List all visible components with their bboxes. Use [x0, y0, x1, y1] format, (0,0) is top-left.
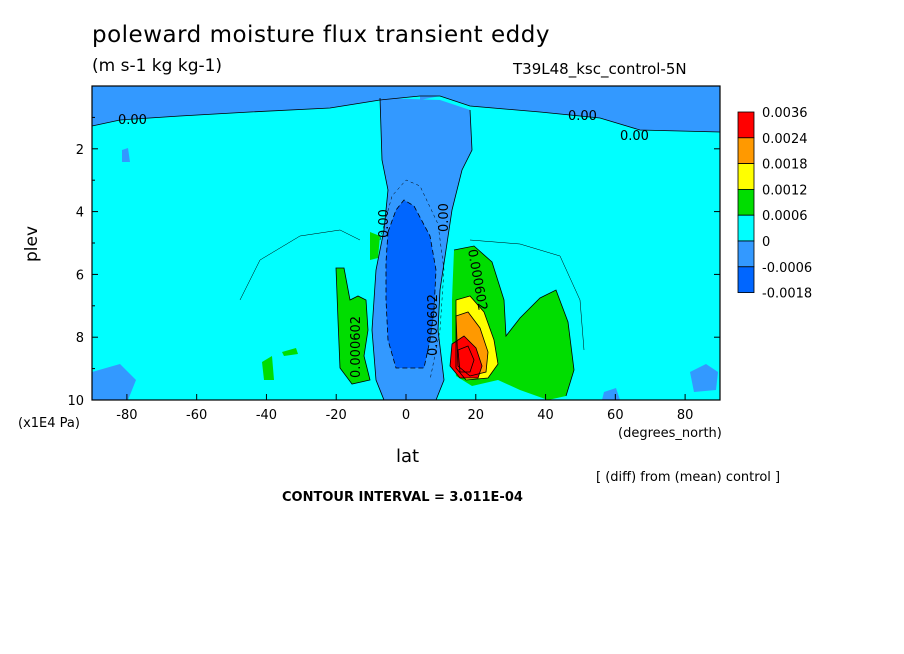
band-positive-south-spot	[282, 348, 298, 356]
x-tick-label: 40	[537, 408, 554, 423]
x-tick-label: 20	[468, 408, 485, 423]
band-negative-core	[386, 200, 436, 368]
colorbar-swatch	[737, 240, 755, 268]
band-negative-sw-patch	[92, 364, 136, 400]
contour-label: 0.000602	[426, 294, 441, 356]
y-tick-label: 2	[76, 143, 84, 158]
band-positive-north-spot	[534, 372, 548, 386]
y-scale-label: (x1E4 Pa)	[18, 416, 80, 431]
band-negative-small-spot	[122, 148, 130, 162]
colorbar-swatch	[737, 111, 755, 139]
x-axis-units: (degrees_north)	[618, 426, 722, 441]
y-tick-label: 10	[67, 394, 84, 409]
colorbar-label: -0.0018	[762, 287, 812, 302]
band-negative-top	[92, 86, 720, 132]
contour-line-hot-3	[449, 335, 483, 379]
diff-note: [ (diff) from (mean) control ]	[596, 470, 781, 485]
contour-interval: CONTOUR INTERVAL = 3.011E-04	[282, 490, 523, 505]
band-positive-south-green	[336, 268, 370, 384]
contour-line-green-north	[453, 245, 575, 397]
x-tick-label: -60	[186, 408, 207, 423]
colorbar-swatch	[737, 266, 755, 293]
contour-label: 0.00	[620, 129, 649, 144]
contour-label: 0.00	[118, 113, 147, 128]
colorbar-swatch	[737, 163, 755, 190]
colorbar-label: 0.0036	[762, 106, 808, 121]
x-tick-label: -20	[326, 408, 347, 423]
contour-label: 0.00	[377, 209, 392, 238]
colorbar-swatch	[737, 137, 755, 165]
contour-line-thin-north	[469, 239, 585, 351]
x-tick-label: 80	[677, 408, 694, 423]
contour-line-hot-4	[457, 345, 475, 373]
colorbar-label: 0.0024	[762, 132, 808, 147]
band-positive-south-spot-2	[262, 356, 274, 380]
contour-line-thin-south	[239, 229, 361, 301]
band-negative-se-patch	[690, 364, 718, 392]
contour-line-top	[92, 95, 720, 133]
contour-line-column	[371, 97, 389, 400]
colorbar-label: 0.0012	[762, 183, 808, 198]
chart-title: poleward moisture flux transient eddy	[92, 22, 550, 48]
x-tick-label: 0	[402, 408, 410, 423]
contour-label: 0.00	[437, 203, 452, 232]
y-tick-label: 8	[76, 331, 84, 346]
contour-line-core-outer	[379, 179, 445, 381]
run-label: T39L48_ksc_control-5N	[513, 60, 687, 78]
band-positive-south-sliver	[370, 232, 380, 260]
colorbar-swatch	[737, 188, 755, 216]
x-axis-label: lat	[396, 446, 420, 467]
x-tick-label: -80	[116, 408, 137, 423]
x-tick-label: -40	[256, 408, 277, 423]
colorbar-label: -0.0006	[762, 261, 812, 276]
contour-line-hot-1	[455, 295, 499, 381]
contour-label: 0.000602	[349, 316, 364, 378]
chart-units: (m s-1 kg kg-1)	[92, 56, 223, 76]
contour-label: 0.00	[568, 109, 597, 124]
y-tick-label: 4	[76, 206, 84, 221]
colorbar-label: 0.0018	[762, 158, 808, 173]
contour-line-green-south	[335, 267, 371, 385]
x-tick-label: 60	[607, 408, 624, 423]
colorbar-label: 0.0006	[762, 209, 808, 224]
colorbar-label: 0	[762, 235, 770, 250]
contour-line-column-east	[435, 109, 473, 400]
y-tick-label: 6	[76, 268, 84, 283]
colorbar-swatch	[737, 214, 755, 242]
contour-line-core	[385, 199, 437, 369]
